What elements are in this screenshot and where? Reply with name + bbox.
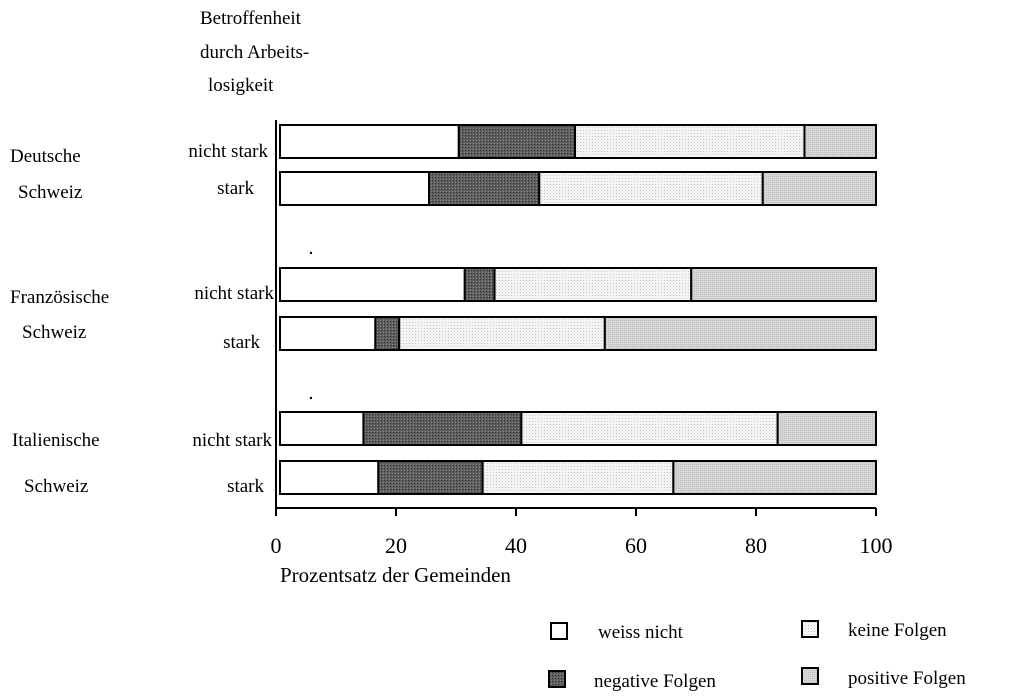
row-label-franzoesische-stark: stark [223,332,260,353]
row-label-franzoesische-nicht-stark: nicht stark [194,283,274,304]
bar-segment-deutsche-nicht-stark-positive-folgen [803,124,877,159]
legend-label-positive-folgen: positive Folgen [848,668,966,689]
bar-segment-italienische-stark-keine-folgen [481,460,675,495]
bar-segment-italienische-stark-positive-folgen [672,460,877,495]
bar-segment-italienische-nicht-stark-weiss-nicht [279,411,365,446]
bar-segment-deutsche-nicht-stark-weiss-nicht [279,124,460,159]
x-tick-label-60: 60 [625,533,647,558]
bar-segment-franzoesische-stark-weiss-nicht [279,316,377,351]
group-axis-title-line-1: Betroffenheit [200,8,302,29]
group-axis-title: Betroffenheit durch Arbeits- losigkeit [200,8,309,96]
region-labels: Deutsche Schweiz Französische Schweiz It… [10,146,109,497]
group-axis-title-line-3: losigkeit [208,75,274,96]
bar-segment-italienische-nicht-stark-positive-folgen [776,411,877,446]
bar-segment-italienische-nicht-stark-negative-folgen [362,411,523,446]
bar-segment-franzoesische-stark-negative-folgen [374,316,401,351]
region-label-franzoesische-line-2: Schweiz [22,322,86,343]
bar-segment-franzoesische-nicht-stark-keine-folgen [493,267,693,302]
bar-segment-deutsche-nicht-stark-keine-folgen [574,124,806,159]
x-tick-label-100: 100 [860,533,893,558]
legend: weiss nicht keine Folgen negative Folgen… [548,620,966,692]
stray-marks [309,251,313,400]
bar-segment-deutsche-stark-negative-folgen [428,171,541,206]
legend-swatch-weiss-nicht [550,622,568,640]
region-label-deutsche-line-2: Schweiz [18,182,82,203]
bar-segment-italienische-stark-weiss-nicht [279,460,380,495]
bar-segment-franzoesische-nicht-stark-weiss-nicht [279,267,466,302]
x-tick-marks [275,508,877,516]
row-labels: nicht stark stark nicht stark stark nich… [188,141,274,497]
bar-segment-deutsche-stark-positive-folgen [761,171,878,206]
row-label-italienische-stark: stark [227,476,264,497]
bar-segment-deutsche-stark-weiss-nicht [279,171,430,206]
bar-segment-franzoesische-nicht-stark-negative-folgen [463,267,496,302]
stray-dot [309,251,313,255]
row-label-deutsche-stark: stark [217,178,254,199]
bar-segments [279,124,878,495]
bar-segment-franzoesische-stark-positive-folgen [603,316,877,351]
bar-segment-italienische-nicht-stark-keine-folgen [520,411,779,446]
bar-segment-franzoesische-stark-keine-folgen [398,316,606,351]
bar-segment-deutsche-stark-keine-folgen [538,171,764,206]
x-tick-label-40: 40 [505,533,527,558]
region-label-deutsche-line-1: Deutsche [10,146,81,167]
x-tick-label-80: 80 [745,533,767,558]
legend-label-negative-folgen: negative Folgen [594,671,716,692]
region-label-italienische-line-1: Italienische [12,430,100,451]
legend-label-keine-folgen: keine Folgen [848,620,947,641]
row-label-italienische-nicht-stark: nicht stark [192,430,272,451]
legend-label-weiss-nicht: weiss nicht [598,622,684,643]
x-axis: 0 20 40 60 80 100 Prozentsatz der Gemein… [271,120,893,587]
x-tick-label-20: 20 [385,533,407,558]
legend-swatch-keine-folgen [801,620,819,638]
bar-segment-italienische-stark-negative-folgen [377,460,484,495]
region-label-franzoesische-line-1: Französische [10,287,109,308]
bar-segment-deutsche-nicht-stark-negative-folgen [457,124,577,159]
stray-dot [309,396,313,400]
x-axis-label: Prozentsatz der Gemeinden [280,563,511,587]
x-tick-label-0: 0 [271,533,282,558]
legend-swatch-positive-folgen [801,667,819,685]
row-label-deutsche-nicht-stark: nicht stark [188,141,268,162]
legend-swatch-negative-folgen [548,670,566,688]
region-label-italienische-line-2: Schweiz [24,476,88,497]
group-axis-title-line-2: durch Arbeits- [200,42,309,63]
bar-segment-franzoesische-nicht-stark-positive-folgen [690,267,877,302]
